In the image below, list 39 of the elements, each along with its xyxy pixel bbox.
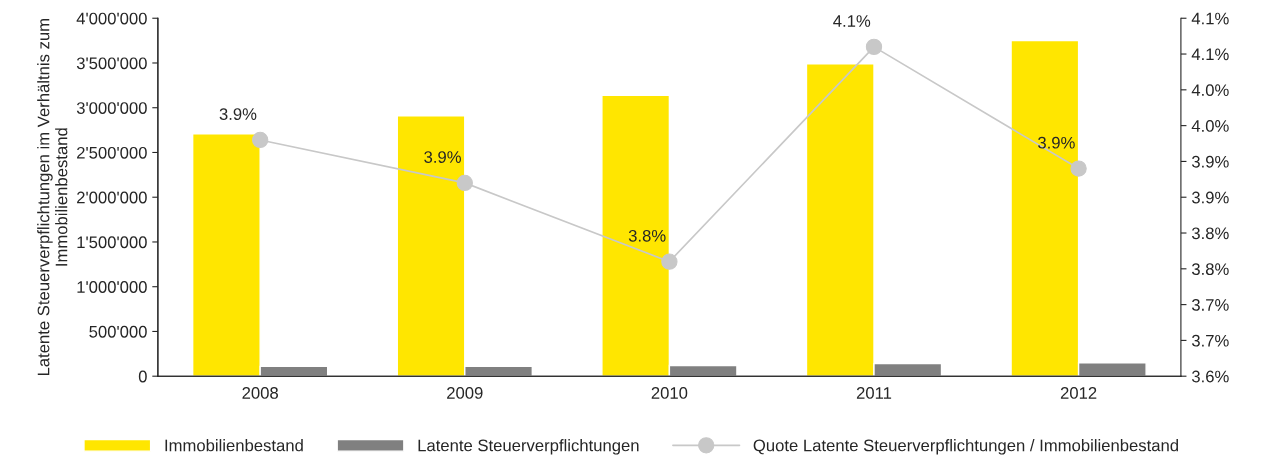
- y2-tick-label: 4.1%: [1191, 48, 1229, 61]
- data-label: 3.8%: [628, 229, 666, 242]
- x-tick-label: 2011: [856, 387, 892, 399]
- y-tick-label: 1'000'000: [77, 281, 147, 293]
- y2-tick-label: 3.9%: [1191, 191, 1229, 204]
- y-tick-label: 2'500'000: [77, 146, 147, 159]
- y2-tick-label: 4.1%: [1191, 12, 1229, 25]
- x-tick-label: 2009: [447, 387, 483, 399]
- point: [252, 131, 269, 149]
- y-tick-label: 3'500'000: [76, 57, 147, 70]
- y-tick-label: 0: [138, 370, 147, 383]
- point: [456, 174, 473, 192]
- y-tick-label: 4'000'000: [76, 12, 147, 25]
- y2-tick-label: 3.7%: [1191, 334, 1229, 347]
- legend-label: Immobilienbestand: [165, 439, 303, 452]
- y2-tick-label: 3.8%: [1191, 227, 1229, 240]
- x-tick-label: 2012: [1060, 387, 1097, 399]
- point: [661, 253, 678, 270]
- data-label: 4.1%: [833, 15, 871, 27]
- y-axis-title: Latente Steuerverpflichtungen im Verhältnis zum Immobilienbestand: [37, 19, 68, 376]
- data-label: 3.9%: [424, 151, 461, 163]
- data-label: 3.9%: [1038, 136, 1075, 149]
- y2-tick-label: 3.6%: [1191, 370, 1229, 383]
- point: [1070, 160, 1087, 177]
- legend-label: Latente Steuerverpflichtungen: [418, 439, 639, 455]
- legend-label: Quote Latente Steuerverpflichtungen / Immobilienbestand: [753, 439, 1178, 455]
- y-tick-label: 1'500'000: [77, 236, 147, 249]
- y2-tick-label: 3.9%: [1191, 155, 1229, 168]
- x-tick-label: 2010: [651, 387, 688, 399]
- y2-tick-label: 3.8%: [1191, 263, 1229, 276]
- y2-tick-label: 4.0%: [1191, 84, 1229, 97]
- x-tick-label: 2008: [242, 387, 278, 399]
- y2-tick-label: 3.7%: [1191, 299, 1229, 311]
- y-tick-label: 2'000'000: [77, 191, 147, 204]
- y-tick-label: 500'000: [89, 325, 147, 338]
- y2-tick-label: 4.0%: [1191, 120, 1229, 132]
- data-label: 3.9%: [219, 108, 257, 120]
- point: [865, 38, 883, 56]
- y-tick-label: 3'000'000: [76, 102, 147, 114]
